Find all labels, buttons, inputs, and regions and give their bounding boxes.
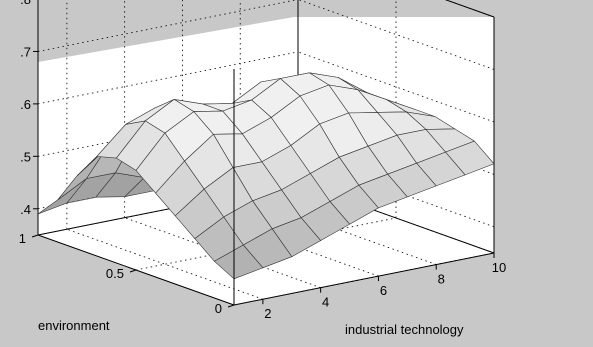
grid-line-z-back-2 [37, 51, 299, 105]
grid-line-y-floor-1 [135, 217, 397, 271]
x-tick-label-0: 2 [264, 306, 271, 321]
z-tick-label-4: .8 [20, 0, 31, 7]
z-tick-label-3: .7 [20, 44, 31, 59]
surface-mesh [37, 72, 495, 280]
grid-line-z-back-3 [37, 0, 298, 52]
y-tick-mark-1 [129, 269, 137, 273]
z-tick-label-0: .4 [20, 202, 31, 217]
y-tick-label-2: 1 [19, 231, 26, 246]
z-tick-label-2: .6 [20, 97, 31, 112]
x-axis-label: industrial technology [345, 322, 464, 337]
surface-patch-0-0 [213, 244, 264, 280]
y-tick-label-0: 0 [215, 301, 222, 316]
box-edge-back-5 [444, 0, 495, 18]
x-tick-label-2: 6 [380, 283, 387, 298]
y-tick-label-1: 0.5 [106, 266, 124, 281]
box-edge-front-0 [233, 252, 495, 306]
y-tick-mark-2 [31, 234, 39, 238]
x-tick-label-1: 4 [322, 295, 329, 310]
x-tick-label-3: 8 [438, 272, 445, 287]
tick-labels: 2 4 6 8 10 0 0.5 1 .4 .5 .6 .7 .8 [19, 0, 506, 321]
y-tick-mark-0 [227, 304, 235, 308]
z-tick-label-1: .5 [20, 149, 31, 164]
x-tick-label-4: 10 [492, 260, 506, 275]
y-axis-label: environment [38, 318, 110, 333]
